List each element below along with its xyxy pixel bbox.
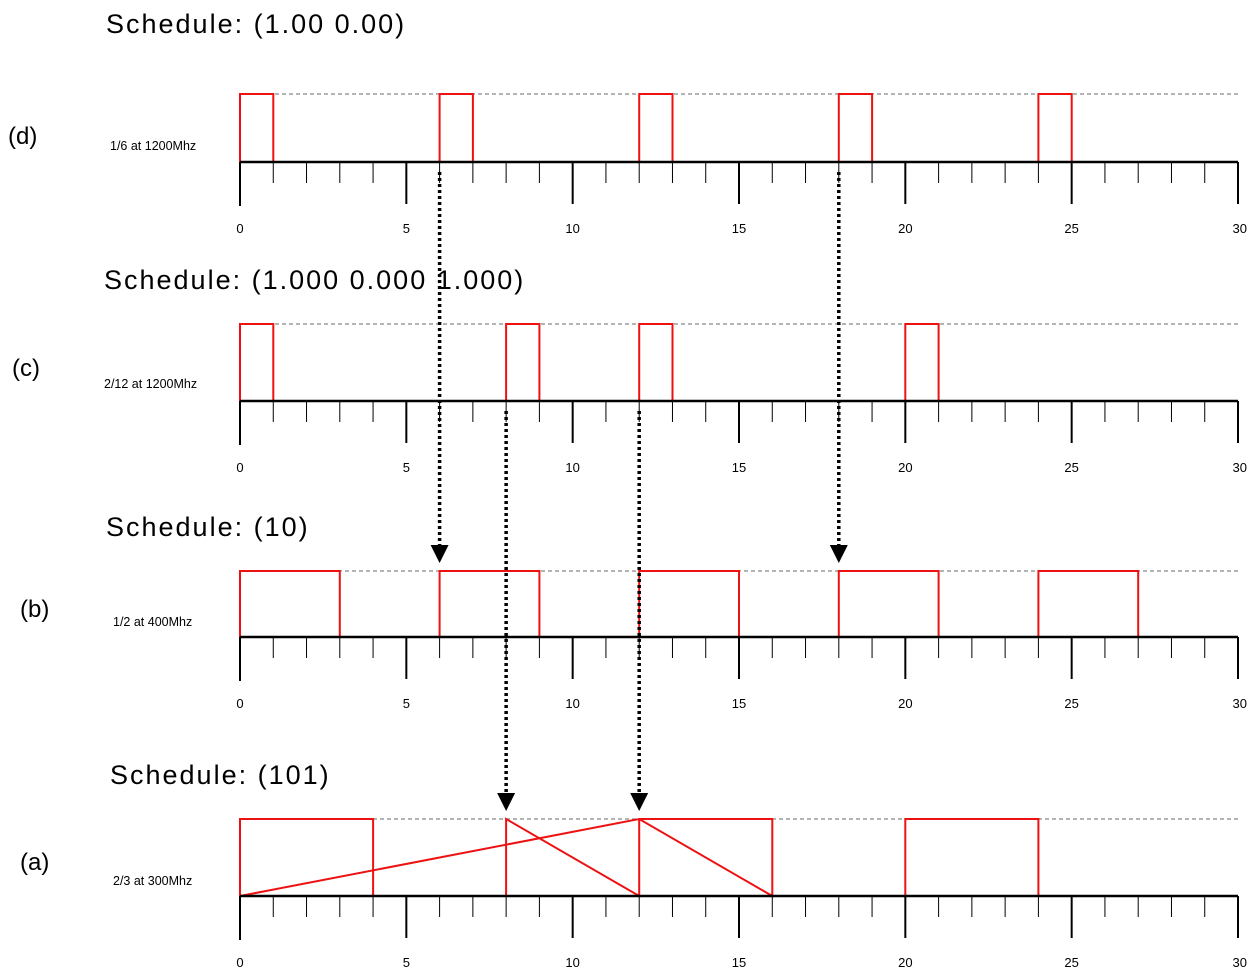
tick-label: 20 [898, 696, 912, 711]
arrow-head [630, 793, 649, 811]
arrow-head [430, 545, 449, 563]
panel-title: Schedule: (101) [110, 760, 331, 790]
tick-label: 0 [236, 696, 243, 711]
tick-label: 30 [1233, 955, 1247, 970]
panel-b: Schedule: (10) (b) 1/2 at 400Mhz 0 5 10 15 20 25… [20, 512, 1247, 711]
tick-label: 15 [732, 460, 746, 475]
panel-label: (b) [20, 596, 49, 623]
tick-label: 10 [565, 955, 579, 970]
dotted-arrow [630, 411, 649, 811]
arrows [430, 172, 848, 811]
tick-label: 0 [236, 955, 243, 970]
tick-label: 10 [565, 221, 579, 236]
tick-label: 15 [732, 696, 746, 711]
panel-c: Schedule: (1.000 0.000 1.000) (c) 2/12 at … [12, 265, 1247, 475]
signal-trace [239, 323, 940, 402]
tick-label: 5 [403, 460, 410, 475]
signal-trace [239, 93, 1073, 163]
signal-trace [239, 570, 1140, 638]
tick-label: 0 [236, 460, 243, 475]
tick-label: 5 [403, 696, 410, 711]
panel-a: Schedule: (101) (a) 2/3 at 300Mhz 0 5 10 15 20 2… [20, 760, 1247, 970]
signal-trace [239, 817, 1040, 898]
panel-label: (c) [12, 355, 40, 382]
rate-label: 2/12 at 1200Mhz [104, 377, 197, 391]
tick-label: 20 [898, 460, 912, 475]
tick-label: 30 [1233, 221, 1247, 236]
rate-label: 1/6 at 1200Mhz [110, 139, 196, 153]
tick-label: 5 [403, 955, 410, 970]
panel-label: (a) [20, 849, 49, 876]
tick-label: 25 [1064, 696, 1078, 711]
tick-label: 15 [732, 221, 746, 236]
tick-label: 20 [898, 955, 912, 970]
panel-title: Schedule: (1.000 0.000 1.000) [104, 265, 525, 295]
panel-title: Schedule: (10) [106, 512, 310, 542]
dotted-arrow [497, 411, 516, 811]
tick-label: 10 [565, 460, 579, 475]
panel-label: (d) [8, 123, 37, 150]
panel-title: Schedule: (1.00 0.00) [106, 9, 406, 39]
tick-label: 20 [898, 221, 912, 236]
tick-label: 10 [565, 696, 579, 711]
rate-label: 1/2 at 400Mhz [113, 615, 192, 629]
panels: Schedule: (1.00 0.00) (d) 1/6 at 1200Mhz 0 5… [8, 9, 1247, 970]
tick-label: 25 [1064, 221, 1078, 236]
tick-label: 0 [236, 221, 243, 236]
panel-d: Schedule: (1.00 0.00) (d) 1/6 at 1200Mhz 0 5… [8, 9, 1247, 236]
tick-label: 25 [1064, 460, 1078, 475]
tick-label: 5 [403, 221, 410, 236]
arrow-head [829, 545, 848, 563]
tick-label: 30 [1233, 696, 1247, 711]
arrow-head [497, 793, 516, 811]
tick-label: 15 [732, 955, 746, 970]
dotted-arrow [829, 172, 848, 563]
rate-label: 2/3 at 300Mhz [113, 874, 192, 888]
dotted-arrow [430, 172, 449, 563]
tick-label: 25 [1064, 955, 1078, 970]
tick-label: 30 [1233, 460, 1247, 475]
